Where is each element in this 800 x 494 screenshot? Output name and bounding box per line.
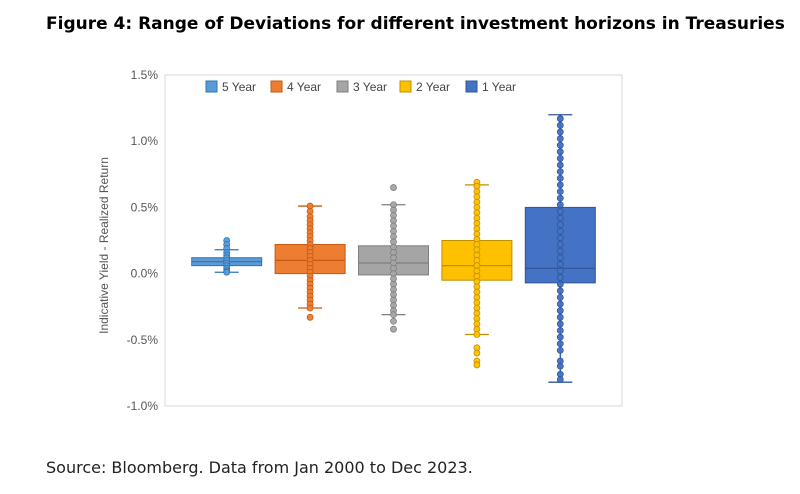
data-point bbox=[556, 181, 564, 189]
data-point bbox=[556, 214, 564, 222]
legend: 5 Year 4 Year 3 Year 2 Year 1 Year bbox=[205, 80, 516, 94]
data-point bbox=[556, 300, 564, 308]
legend-swatch bbox=[270, 80, 283, 93]
data-point bbox=[556, 362, 564, 370]
data-point bbox=[556, 260, 564, 268]
data-point bbox=[556, 148, 564, 156]
data-point bbox=[556, 135, 564, 142]
data-point bbox=[556, 188, 564, 195]
y-axis: 1.5% 1.0% 0.5% 0.0% -0.5% -1.0% bbox=[127, 68, 159, 413]
data-point bbox=[306, 313, 314, 321]
legend-label: 1 Year bbox=[482, 80, 516, 94]
legend-swatch bbox=[399, 80, 412, 93]
box-5-year bbox=[191, 237, 263, 276]
data-point bbox=[556, 194, 564, 202]
y-tick-label: 0.0% bbox=[131, 267, 159, 281]
data-point bbox=[390, 311, 397, 319]
y-tick-label: 1.0% bbox=[131, 134, 159, 148]
legend-label: 4 Year bbox=[287, 80, 321, 94]
data-point bbox=[306, 304, 314, 312]
data-point bbox=[556, 254, 564, 262]
data-point bbox=[390, 317, 397, 325]
data-point bbox=[390, 325, 397, 333]
plot-area bbox=[164, 74, 623, 407]
box-1-year bbox=[524, 114, 596, 383]
figure-title: Figure 4: Range of Deviations for differ… bbox=[46, 14, 785, 34]
source-note: Source: Bloomberg. Data from Jan 2000 to… bbox=[46, 458, 473, 477]
legend-label: 3 Year bbox=[353, 80, 387, 94]
data-point bbox=[556, 327, 564, 334]
data-point bbox=[556, 141, 564, 149]
data-point bbox=[556, 280, 564, 288]
data-point bbox=[556, 294, 564, 301]
data-point bbox=[556, 320, 564, 328]
data-point bbox=[556, 115, 564, 123]
data-point bbox=[473, 349, 481, 357]
data-point bbox=[556, 174, 564, 182]
data-point bbox=[556, 241, 564, 248]
legend-swatch bbox=[205, 80, 218, 93]
data-point bbox=[556, 234, 564, 242]
data-point bbox=[556, 247, 564, 255]
data-point bbox=[556, 121, 564, 129]
data-point bbox=[556, 161, 564, 169]
boxes bbox=[191, 114, 596, 383]
y-tick-label: 0.5% bbox=[131, 200, 159, 214]
data-point bbox=[223, 268, 231, 276]
data-point bbox=[556, 313, 564, 321]
data-point bbox=[556, 201, 564, 209]
data-point bbox=[473, 331, 481, 338]
box-2-year bbox=[441, 178, 513, 369]
data-point bbox=[556, 274, 564, 281]
y-tick-label: -1.0% bbox=[127, 399, 159, 413]
data-point bbox=[556, 287, 564, 295]
data-point bbox=[556, 128, 564, 136]
data-point bbox=[473, 361, 481, 369]
data-point bbox=[556, 340, 564, 348]
legend-swatch bbox=[465, 80, 478, 93]
data-point bbox=[390, 184, 397, 191]
data-point bbox=[556, 168, 564, 176]
data-point bbox=[556, 155, 564, 162]
data-point bbox=[556, 376, 564, 383]
box-3-year bbox=[358, 184, 429, 333]
y-axis-label: Indicative Yield - Realized Return bbox=[97, 157, 111, 334]
box-4-year bbox=[274, 202, 346, 321]
y-tick-label: 1.5% bbox=[131, 68, 159, 82]
legend-label: 2 Year bbox=[416, 80, 450, 94]
data-point bbox=[556, 207, 564, 215]
plot-border bbox=[164, 74, 623, 407]
data-point bbox=[556, 227, 564, 235]
data-point bbox=[556, 346, 564, 354]
data-point bbox=[556, 221, 564, 229]
y-tick-label: -0.5% bbox=[127, 333, 159, 347]
legend-label: 5 Year bbox=[222, 80, 256, 94]
data-point bbox=[556, 307, 564, 315]
legend-swatch bbox=[336, 80, 349, 93]
data-point bbox=[556, 333, 564, 341]
data-point bbox=[556, 267, 564, 275]
